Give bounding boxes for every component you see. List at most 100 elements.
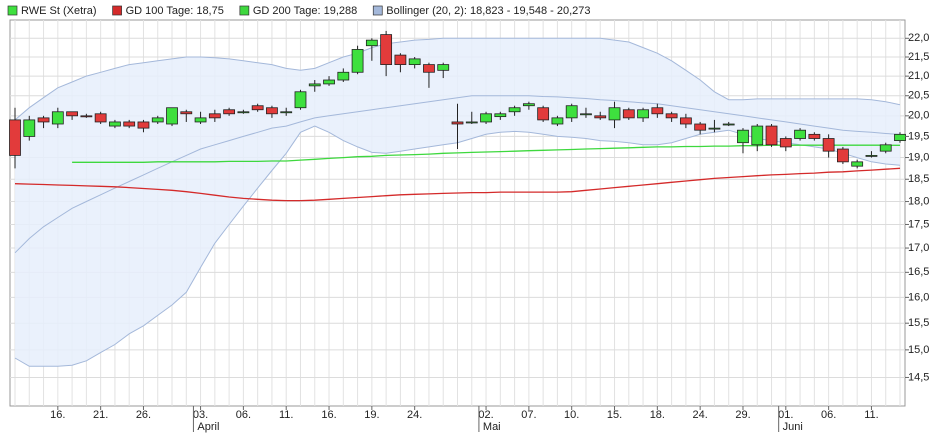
candle-body <box>437 64 450 71</box>
candle-body <box>23 119 36 137</box>
candle-body <box>237 111 250 114</box>
candle-body <box>522 103 535 107</box>
legend-swatch <box>239 5 250 16</box>
x-tick-label: 29. <box>735 409 750 421</box>
x-tick-label: 24. <box>407 409 422 421</box>
x-tick-label: 18. <box>650 409 665 421</box>
candle-body <box>80 115 93 118</box>
x-tick-label: 24. <box>693 409 708 421</box>
x-tick-label: 15. <box>607 409 622 421</box>
candle-body <box>808 133 821 139</box>
candle-body <box>708 127 721 130</box>
legend-swatch <box>7 5 18 16</box>
candle-body <box>580 113 592 116</box>
candle-body <box>651 107 664 115</box>
candle-body <box>480 113 492 123</box>
candle-body <box>408 58 421 65</box>
candle-body <box>765 125 778 146</box>
band-middle <box>14 95 901 254</box>
legend: RWE St (Xetra) GD 100 Tage: 18,75 GD 200 T… <box>7 5 591 17</box>
candle-body <box>308 83 321 87</box>
candle-body <box>751 125 764 146</box>
y-tick-label: 15,0 <box>908 344 929 356</box>
candle-body <box>151 117 164 123</box>
candle-body <box>865 155 878 157</box>
candle-body <box>451 121 464 125</box>
y-tick-label: 18,5 <box>908 173 929 185</box>
x-tick-label: 11. <box>279 409 293 421</box>
x-tick-label: 02. <box>478 409 493 421</box>
y-tick-label: 14,5 <box>908 371 929 383</box>
candle-body <box>465 121 478 124</box>
lines <box>14 144 901 202</box>
legend-label: Bollinger (20, 2): 18,823 - 19,548 - 20,… <box>386 5 590 17</box>
candle-body <box>679 117 692 125</box>
candle-body <box>394 54 407 65</box>
candle-body <box>622 109 635 119</box>
candle-body <box>223 109 236 115</box>
candle-body <box>694 123 707 131</box>
x-tick-label: 06. <box>236 409 251 421</box>
month-label: Juni <box>783 421 803 433</box>
candle-body <box>423 64 435 73</box>
band-area <box>15 38 900 367</box>
y-tick-label: 18,0 <box>908 195 929 207</box>
candle-body <box>494 113 507 118</box>
candle-body <box>37 117 50 123</box>
candle-body <box>380 34 393 65</box>
candle-body <box>779 138 792 148</box>
y-tick-label: 17,0 <box>908 242 929 254</box>
candle-body <box>66 111 78 117</box>
x-tick-label: 26. <box>136 409 151 421</box>
candle-body <box>266 107 278 115</box>
candle-body <box>251 105 264 111</box>
candle-body <box>665 113 678 119</box>
y-tick-label: 15,5 <box>908 317 929 329</box>
legend-swatch <box>372 5 383 16</box>
legend-label: GD 200 Tage: 19,288 <box>253 5 357 17</box>
legend-label: GD 100 Tage: 18,75 <box>126 5 224 17</box>
y-tick-label: 20,0 <box>908 110 929 122</box>
candles <box>9 30 906 169</box>
y-tick-label: 21,5 <box>908 51 929 63</box>
candle-body <box>837 148 849 163</box>
candle-body <box>137 121 150 129</box>
y-tick-label: 19,0 <box>908 151 929 163</box>
candle-body <box>851 161 864 167</box>
x-tick-label: 21. <box>93 409 108 421</box>
candle-body <box>294 91 307 109</box>
candle-body <box>737 129 749 144</box>
x-tick-label: 11. <box>864 409 878 421</box>
candle-body <box>565 105 578 119</box>
candle-body <box>337 71 350 81</box>
candle-body <box>208 113 221 119</box>
band-upper <box>14 37 901 121</box>
candle-body <box>280 111 293 114</box>
candle-body <box>351 49 364 73</box>
y-tick-label: 21,0 <box>908 70 929 82</box>
axes: 14,5 15,0 15,5 16,0 16,5 17,0 17,5 18,0 18,5 19,0… <box>50 32 929 433</box>
candle-body <box>537 107 550 121</box>
candle-body <box>109 121 121 127</box>
x-tick-label: 10. <box>564 409 579 421</box>
candle-body <box>608 107 621 121</box>
legend-label: RWE St (Xetra) <box>21 5 97 17</box>
candle-body <box>365 39 378 47</box>
y-tick-label: 20,5 <box>908 90 929 102</box>
legend-swatch <box>112 5 122 16</box>
candle-body <box>323 79 335 85</box>
candle-body <box>9 119 21 156</box>
candle-body <box>879 144 892 152</box>
x-tick-label: 19. <box>364 409 379 421</box>
x-tick-label: 16. <box>50 409 65 421</box>
candle-body <box>722 123 735 126</box>
candle-body <box>194 117 207 123</box>
candle-body <box>794 129 806 139</box>
month-label: Mai <box>483 421 501 433</box>
ma-line <box>72 144 901 163</box>
candle-body <box>166 107 178 125</box>
candle-body <box>551 117 564 125</box>
y-tick-label: 22,0 <box>908 32 929 44</box>
x-tick-label: 07. <box>521 409 536 421</box>
